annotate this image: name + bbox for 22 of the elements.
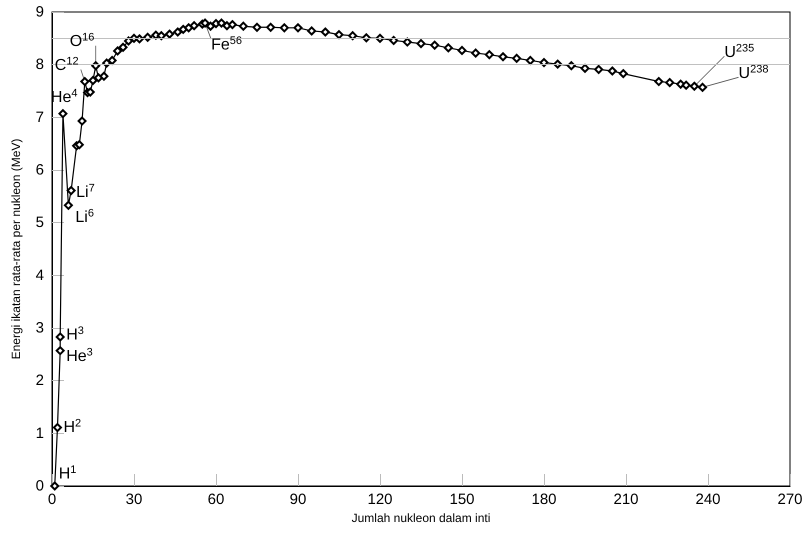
y-tick-label: 7 bbox=[36, 108, 44, 126]
x-tick-label: 90 bbox=[290, 491, 306, 508]
y-tick-label: 9 bbox=[36, 4, 44, 20]
x-tick-label: 120 bbox=[367, 491, 393, 508]
x-tick-label: 240 bbox=[695, 491, 721, 508]
y-tick-label: 6 bbox=[36, 162, 44, 178]
x-tick-label: 180 bbox=[531, 491, 557, 508]
y-tick-label: 3 bbox=[36, 320, 44, 336]
x-tick-label: 210 bbox=[613, 491, 639, 508]
y-tick-label: 1 bbox=[36, 424, 44, 442]
y-tick-label: 2 bbox=[36, 372, 44, 390]
x-tick-label: 30 bbox=[126, 491, 142, 508]
y-tick-label: 8 bbox=[36, 56, 44, 74]
x-tick-label: 270 bbox=[777, 491, 803, 508]
x-tick-label: 150 bbox=[449, 491, 475, 508]
y-tick-label: 5 bbox=[36, 214, 44, 232]
y-tick-label: 4 bbox=[36, 266, 44, 284]
y-axis-title: Energi ikatan rata-rata per nukleon (MeV) bbox=[9, 138, 23, 360]
x-axis-title: Jumlah nukleon dalam inti bbox=[352, 510, 490, 525]
y-tick-label: 0 bbox=[36, 478, 44, 494]
x-tick-label: 0 bbox=[48, 491, 56, 508]
x-tick-label: 60 bbox=[208, 491, 224, 508]
